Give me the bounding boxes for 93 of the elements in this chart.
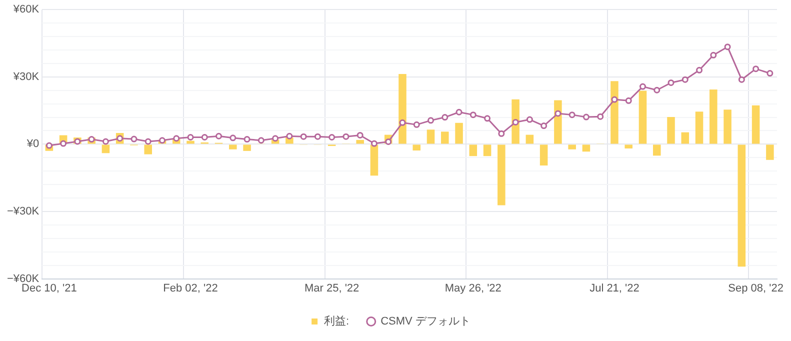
bar: [426, 130, 435, 144]
point: [102, 138, 109, 145]
bar: [498, 144, 506, 206]
point: [597, 113, 604, 120]
bar: [229, 144, 237, 150]
point: [484, 115, 491, 122]
bar: [526, 134, 534, 144]
point: [300, 133, 307, 140]
point: [399, 119, 406, 126]
point: [639, 83, 646, 90]
bar: [483, 144, 492, 156]
x-tick-label: Mar 25, '22: [304, 282, 360, 294]
y-tick-label: ¥60K: [12, 4, 40, 16]
bar: [102, 144, 110, 154]
point: [216, 132, 222, 140]
point: [498, 130, 505, 137]
point: [130, 136, 138, 142]
x-tick-label: Jul 21, '22: [590, 282, 640, 294]
point: [738, 76, 745, 83]
point: [158, 137, 166, 144]
point: [272, 135, 279, 142]
point: [710, 52, 717, 58]
point: [654, 86, 660, 94]
point: [611, 96, 618, 103]
legend-label: CSMV デフォルト: [380, 316, 470, 328]
bar: [370, 144, 378, 176]
point: [230, 134, 236, 142]
bar: [752, 105, 760, 144]
y-tick-label: ¥30K: [12, 70, 40, 83]
y-tick-label: −¥30K: [6, 206, 40, 218]
point: [286, 132, 293, 140]
bar: [638, 90, 647, 144]
bar: [652, 144, 661, 156]
x-tick-label: Feb 02, '22: [163, 282, 218, 294]
point: [582, 114, 590, 120]
bar: [356, 140, 364, 144]
point: [526, 116, 533, 123]
bar: [243, 144, 251, 151]
bar: [398, 74, 406, 144]
point: [385, 138, 392, 145]
bar: [412, 144, 421, 150]
point: [752, 66, 760, 72]
bar: [568, 144, 576, 150]
bar: [540, 144, 548, 166]
point: [173, 135, 180, 142]
bar: [469, 144, 478, 156]
point: [668, 79, 674, 86]
bar: [624, 144, 632, 148]
point: [201, 134, 208, 140]
x-tick-label: Sep 08, '22: [728, 282, 784, 294]
point: [356, 132, 364, 138]
point: [46, 142, 52, 149]
point: [512, 118, 519, 126]
point: [442, 114, 448, 121]
point: [540, 122, 548, 130]
bar: [710, 89, 718, 144]
bar: [441, 132, 449, 144]
bar: [766, 144, 774, 160]
point: [370, 140, 378, 147]
bar: [681, 132, 690, 144]
x-tick-label: Dec 10, '21: [22, 282, 77, 294]
point: [696, 66, 703, 74]
point: [258, 137, 264, 144]
point: [470, 112, 476, 118]
bar: [582, 144, 590, 152]
point: [428, 117, 434, 124]
point: [456, 108, 462, 116]
point: [568, 112, 576, 118]
point: [342, 133, 350, 140]
y-tick-label: −¥60K: [6, 272, 40, 285]
point: [144, 138, 152, 145]
point: [554, 110, 562, 117]
bar: [695, 112, 704, 144]
y-tick-label: ¥0: [26, 138, 40, 150]
point: [413, 121, 420, 128]
point: [625, 97, 632, 104]
bar: [667, 117, 675, 144]
point: [724, 44, 731, 50]
bar: [738, 144, 746, 267]
point: [60, 140, 67, 147]
legend-label: 利益:: [324, 314, 350, 328]
point: [682, 76, 688, 83]
bar: [610, 81, 618, 144]
point: [187, 134, 194, 140]
bar: [455, 122, 463, 144]
point: [244, 136, 250, 143]
point: [314, 133, 321, 140]
bar: [724, 110, 732, 144]
point: [766, 70, 774, 77]
point: [328, 134, 336, 140]
bar: [144, 144, 152, 154]
x-tick-label: May 26, '22: [444, 282, 502, 294]
bar: [186, 140, 194, 144]
